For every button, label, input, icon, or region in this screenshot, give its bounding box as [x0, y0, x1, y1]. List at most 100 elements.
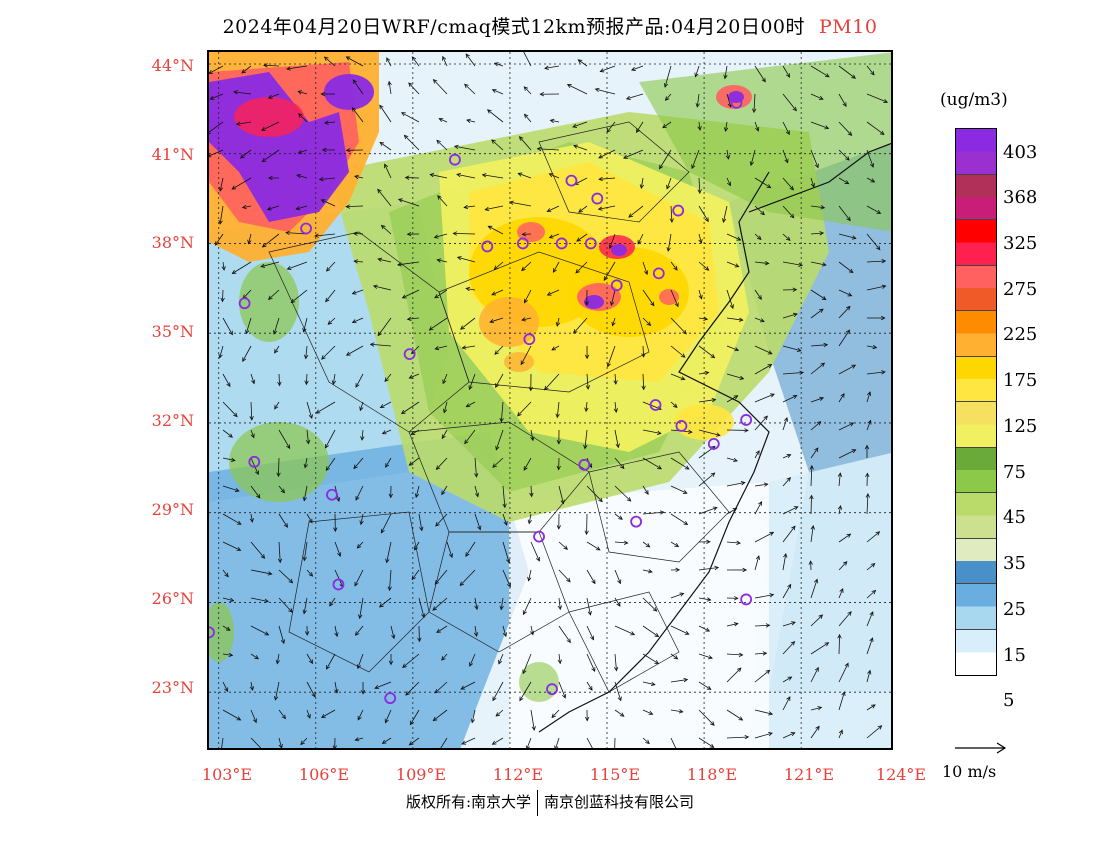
wind-vector	[495, 373, 504, 388]
wind-vector	[250, 569, 272, 575]
wind-vector-head	[867, 419, 872, 425]
wind-vector-head	[697, 189, 702, 194]
wind-vector-head	[613, 666, 619, 672]
wind-vector-head	[525, 745, 530, 748]
wind-vector	[274, 345, 280, 354]
sea-region	[749, 452, 891, 748]
wind-vector	[488, 225, 504, 235]
wind-vector-head	[272, 330, 278, 335]
wind-vector-head	[218, 220, 223, 225]
wind-vector	[782, 621, 796, 627]
wind-vector	[354, 260, 364, 263]
wind-vector-head	[695, 102, 700, 108]
wind-vector	[379, 597, 392, 608]
wind-vector	[782, 477, 791, 487]
wind-vector-head	[733, 596, 739, 601]
wind-vector-head	[226, 382, 231, 388]
wind-vector	[222, 457, 235, 461]
wind-vector	[530, 429, 534, 441]
wind-vector	[754, 483, 768, 487]
station-marker	[248, 455, 261, 468]
wind-vector-head	[557, 605, 563, 611]
wind-vector	[334, 681, 338, 693]
wind-vector	[754, 555, 760, 571]
wind-vector-head	[325, 466, 331, 472]
wind-vector	[523, 52, 532, 67]
wind-vector	[236, 121, 252, 125]
wind-vector-head	[844, 180, 850, 185]
wind-vector	[278, 737, 283, 748]
wind-vector-head	[529, 492, 534, 498]
wind-vector-head	[357, 715, 362, 721]
wind-vector	[442, 56, 448, 67]
wind-vector-head	[333, 527, 338, 533]
wind-vector-head	[527, 576, 532, 582]
wind-vector-head	[666, 184, 671, 190]
wind-vector-head	[280, 639, 286, 645]
wind-vector	[726, 507, 737, 515]
wind-vector-head	[260, 554, 266, 559]
wind-vector	[530, 709, 535, 731]
wind-vector-head	[706, 539, 711, 545]
wind-vector	[866, 371, 886, 375]
wind-vector	[267, 205, 280, 210]
wind-vector	[248, 233, 252, 244]
wind-vector-head	[264, 598, 270, 603]
wind-vector-head	[733, 395, 739, 400]
station-marker	[546, 683, 558, 696]
wind-vector	[464, 83, 476, 95]
wind-vector	[754, 732, 773, 739]
wind-vector	[321, 199, 336, 207]
wind-vector	[326, 261, 336, 272]
wind-vector-head	[408, 82, 413, 87]
wind-vector-head	[672, 403, 678, 409]
wind-vector	[810, 149, 819, 168]
wind-vector	[614, 541, 628, 544]
wind-vector-head	[241, 204, 247, 210]
wind-vector	[222, 485, 240, 492]
wind-vector-head	[461, 740, 467, 745]
wind-vector-head	[521, 317, 526, 322]
wind-vector-head	[352, 231, 358, 236]
wind-vector	[524, 114, 532, 123]
wind-vector-head	[786, 454, 792, 459]
wind-vector	[355, 485, 364, 501]
wind-vector-head	[808, 560, 813, 565]
wind-vector	[352, 317, 364, 323]
wind-vector	[782, 205, 795, 219]
wind-vector-head	[847, 131, 853, 136]
wind-vector-head	[288, 608, 293, 613]
wind-vector-head	[421, 613, 426, 619]
wind-vector-head	[417, 637, 422, 643]
wind-vector-head	[791, 621, 796, 626]
wind-vector-head	[566, 84, 572, 88]
legend-label-325: 325	[1003, 233, 1038, 254]
wind-vector-head	[606, 128, 611, 133]
wind-vector-head	[521, 266, 526, 272]
wind-vector	[558, 625, 571, 643]
wind-vector	[670, 625, 689, 635]
wind-vector	[296, 205, 308, 210]
wind-vector	[782, 417, 788, 431]
wind-vector	[782, 732, 795, 739]
moderate-pm-region	[209, 602, 234, 662]
wind-vector-head	[588, 686, 593, 691]
wind-vector	[321, 709, 336, 718]
wind-vector-head	[495, 383, 500, 388]
wind-vector	[810, 205, 825, 209]
wind-vector-head	[814, 578, 819, 584]
wind-vector-head	[740, 481, 746, 486]
wind-vector-head	[715, 432, 721, 437]
wind-vector-head	[306, 713, 311, 719]
map-panel[interactable]	[207, 50, 893, 750]
wind-vector	[250, 401, 253, 420]
station-marker	[332, 578, 345, 591]
wind-vector	[446, 541, 453, 558]
wind-vector	[698, 121, 701, 130]
wind-vector-head	[650, 301, 655, 307]
wind-vector	[359, 401, 364, 411]
wind-vector	[547, 205, 560, 212]
wind-vector-head	[768, 711, 774, 716]
wind-vector	[435, 345, 448, 350]
wind-vector-head	[442, 408, 448, 414]
